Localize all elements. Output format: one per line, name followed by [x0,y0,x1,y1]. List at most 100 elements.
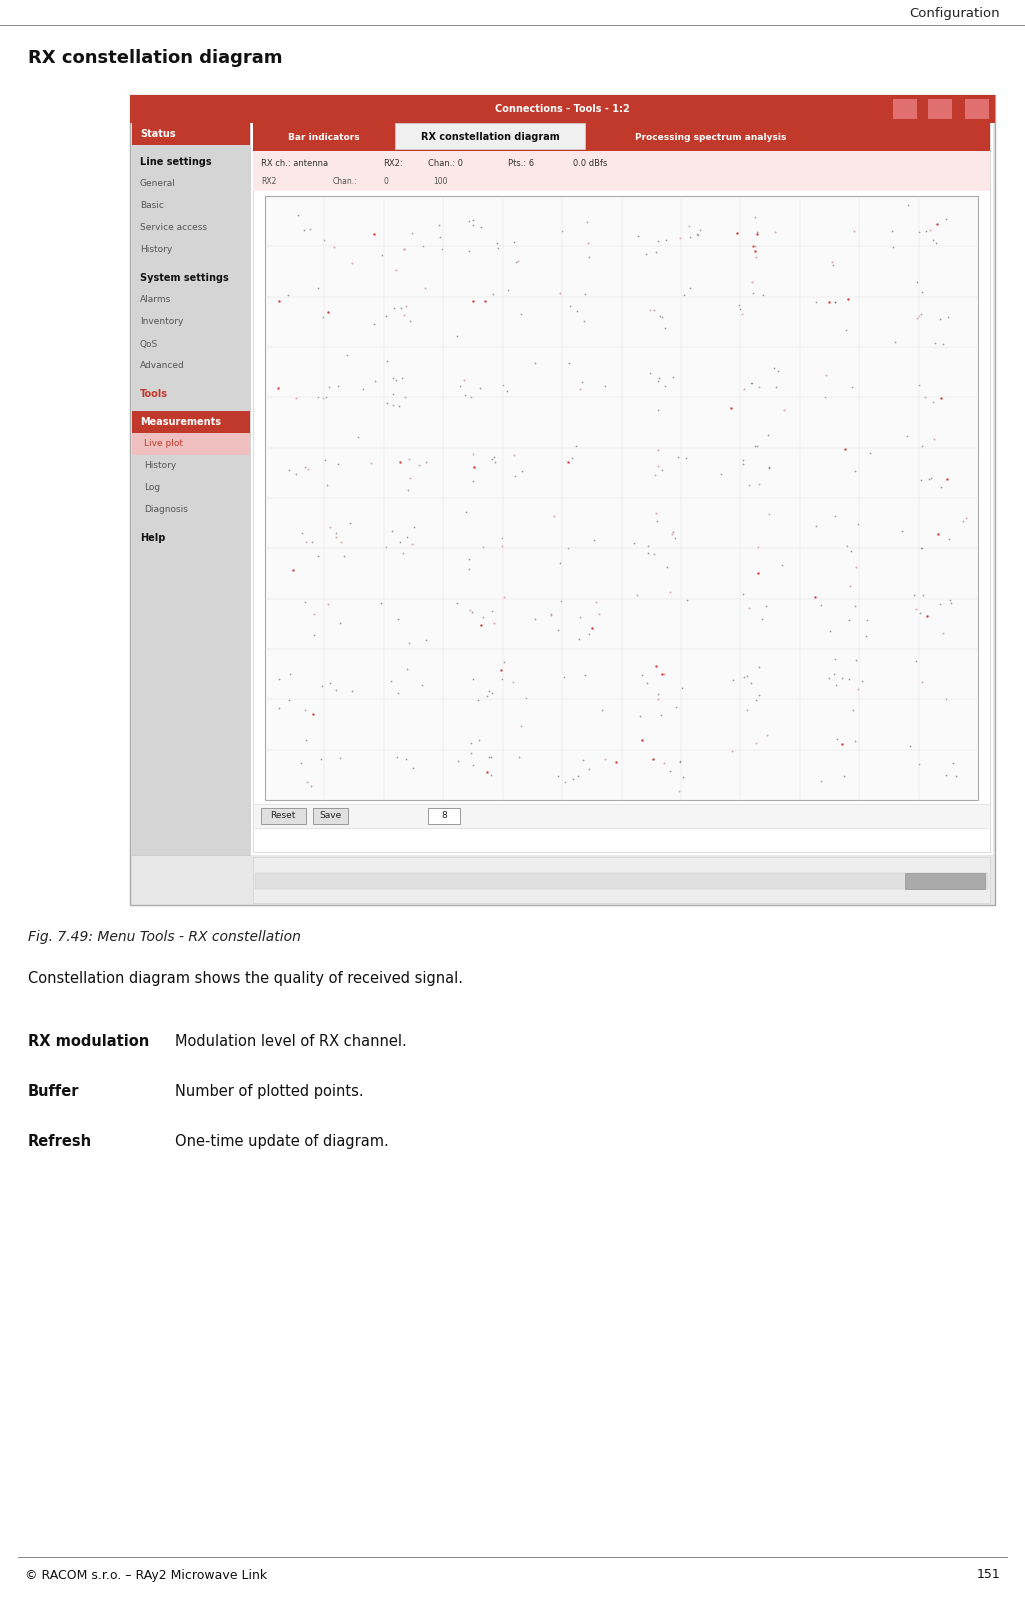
Point [415,233,432,259]
Point [284,558,300,584]
Text: RX constellation diagram: RX constellation diagram [420,133,560,142]
Point [670,779,687,804]
Point [827,289,844,315]
Point [913,536,930,561]
Point [585,528,602,553]
Text: Save: Save [319,812,341,820]
Point [355,376,371,401]
Point [958,505,975,531]
Text: System settings: System settings [140,273,229,283]
Point [322,670,338,696]
Point [515,457,531,483]
Point [464,600,481,625]
Text: Diagnosis: Diagnosis [144,505,188,515]
Point [848,593,864,619]
Point [662,579,679,604]
Point [507,249,524,275]
Text: History: History [140,246,172,254]
Point [518,684,534,710]
Point [378,390,395,416]
Point [767,219,783,245]
Point [330,373,346,398]
Point [464,441,481,467]
Text: RX modulation: RX modulation [28,1035,150,1049]
Point [646,542,662,568]
Point [942,587,958,612]
Text: Measurements: Measurements [140,417,221,427]
Bar [132,411,250,433]
Point [397,384,413,409]
Point [292,750,309,776]
Point [496,649,512,675]
Bar [255,873,988,889]
Point [299,769,316,795]
Point [910,219,927,245]
Point [385,392,402,417]
Point [926,227,942,253]
Point [328,678,344,704]
Point [826,502,843,528]
Point [672,748,689,774]
Point [418,627,435,652]
Text: Pts.: 6: Pts.: 6 [508,158,534,168]
Point [481,745,497,771]
Point [808,289,824,315]
Point [747,205,764,230]
Point [504,670,521,696]
Point [836,437,853,462]
Point [578,209,594,235]
Point [572,604,588,630]
Text: Refresh: Refresh [28,1134,92,1150]
Point [321,374,337,400]
Point [912,467,929,492]
Point [647,462,663,488]
Point [472,376,488,401]
Point [306,601,323,627]
Point [287,462,303,488]
Point [941,526,957,552]
Point [527,350,543,376]
Point [336,542,353,568]
Point [659,555,675,580]
Point [402,465,418,491]
Point [664,365,681,390]
Point [671,225,688,251]
Point [749,221,766,246]
Point [379,349,396,374]
Point [913,278,930,304]
Point [295,217,312,243]
Text: Chan.:: Chan.: [333,176,358,185]
Point [367,368,383,393]
Point [398,747,414,772]
Point [826,662,843,688]
Point [341,510,358,536]
Point [281,688,297,713]
Point [665,520,682,545]
Point [485,281,501,307]
Point [465,469,482,494]
Point [464,752,481,777]
Bar [253,123,990,852]
Point [304,702,321,728]
Point [460,238,477,264]
Point [827,289,844,315]
Point [713,462,730,488]
Point [914,670,931,696]
Point [401,446,417,472]
Point [691,217,707,243]
Point [583,614,600,640]
Point [434,237,450,262]
Point [571,625,587,651]
Point [554,588,570,614]
Point [549,763,566,788]
Point [465,454,482,480]
Point [922,465,939,491]
Point [776,398,792,424]
Point [499,379,516,405]
Text: Bar indicators: Bar indicators [288,133,360,141]
Text: Tools: Tools [140,389,168,400]
Text: One-time update of diagram.: One-time update of diagram. [175,1134,388,1150]
Point [888,329,904,355]
Point [682,214,698,240]
Point [858,606,874,632]
